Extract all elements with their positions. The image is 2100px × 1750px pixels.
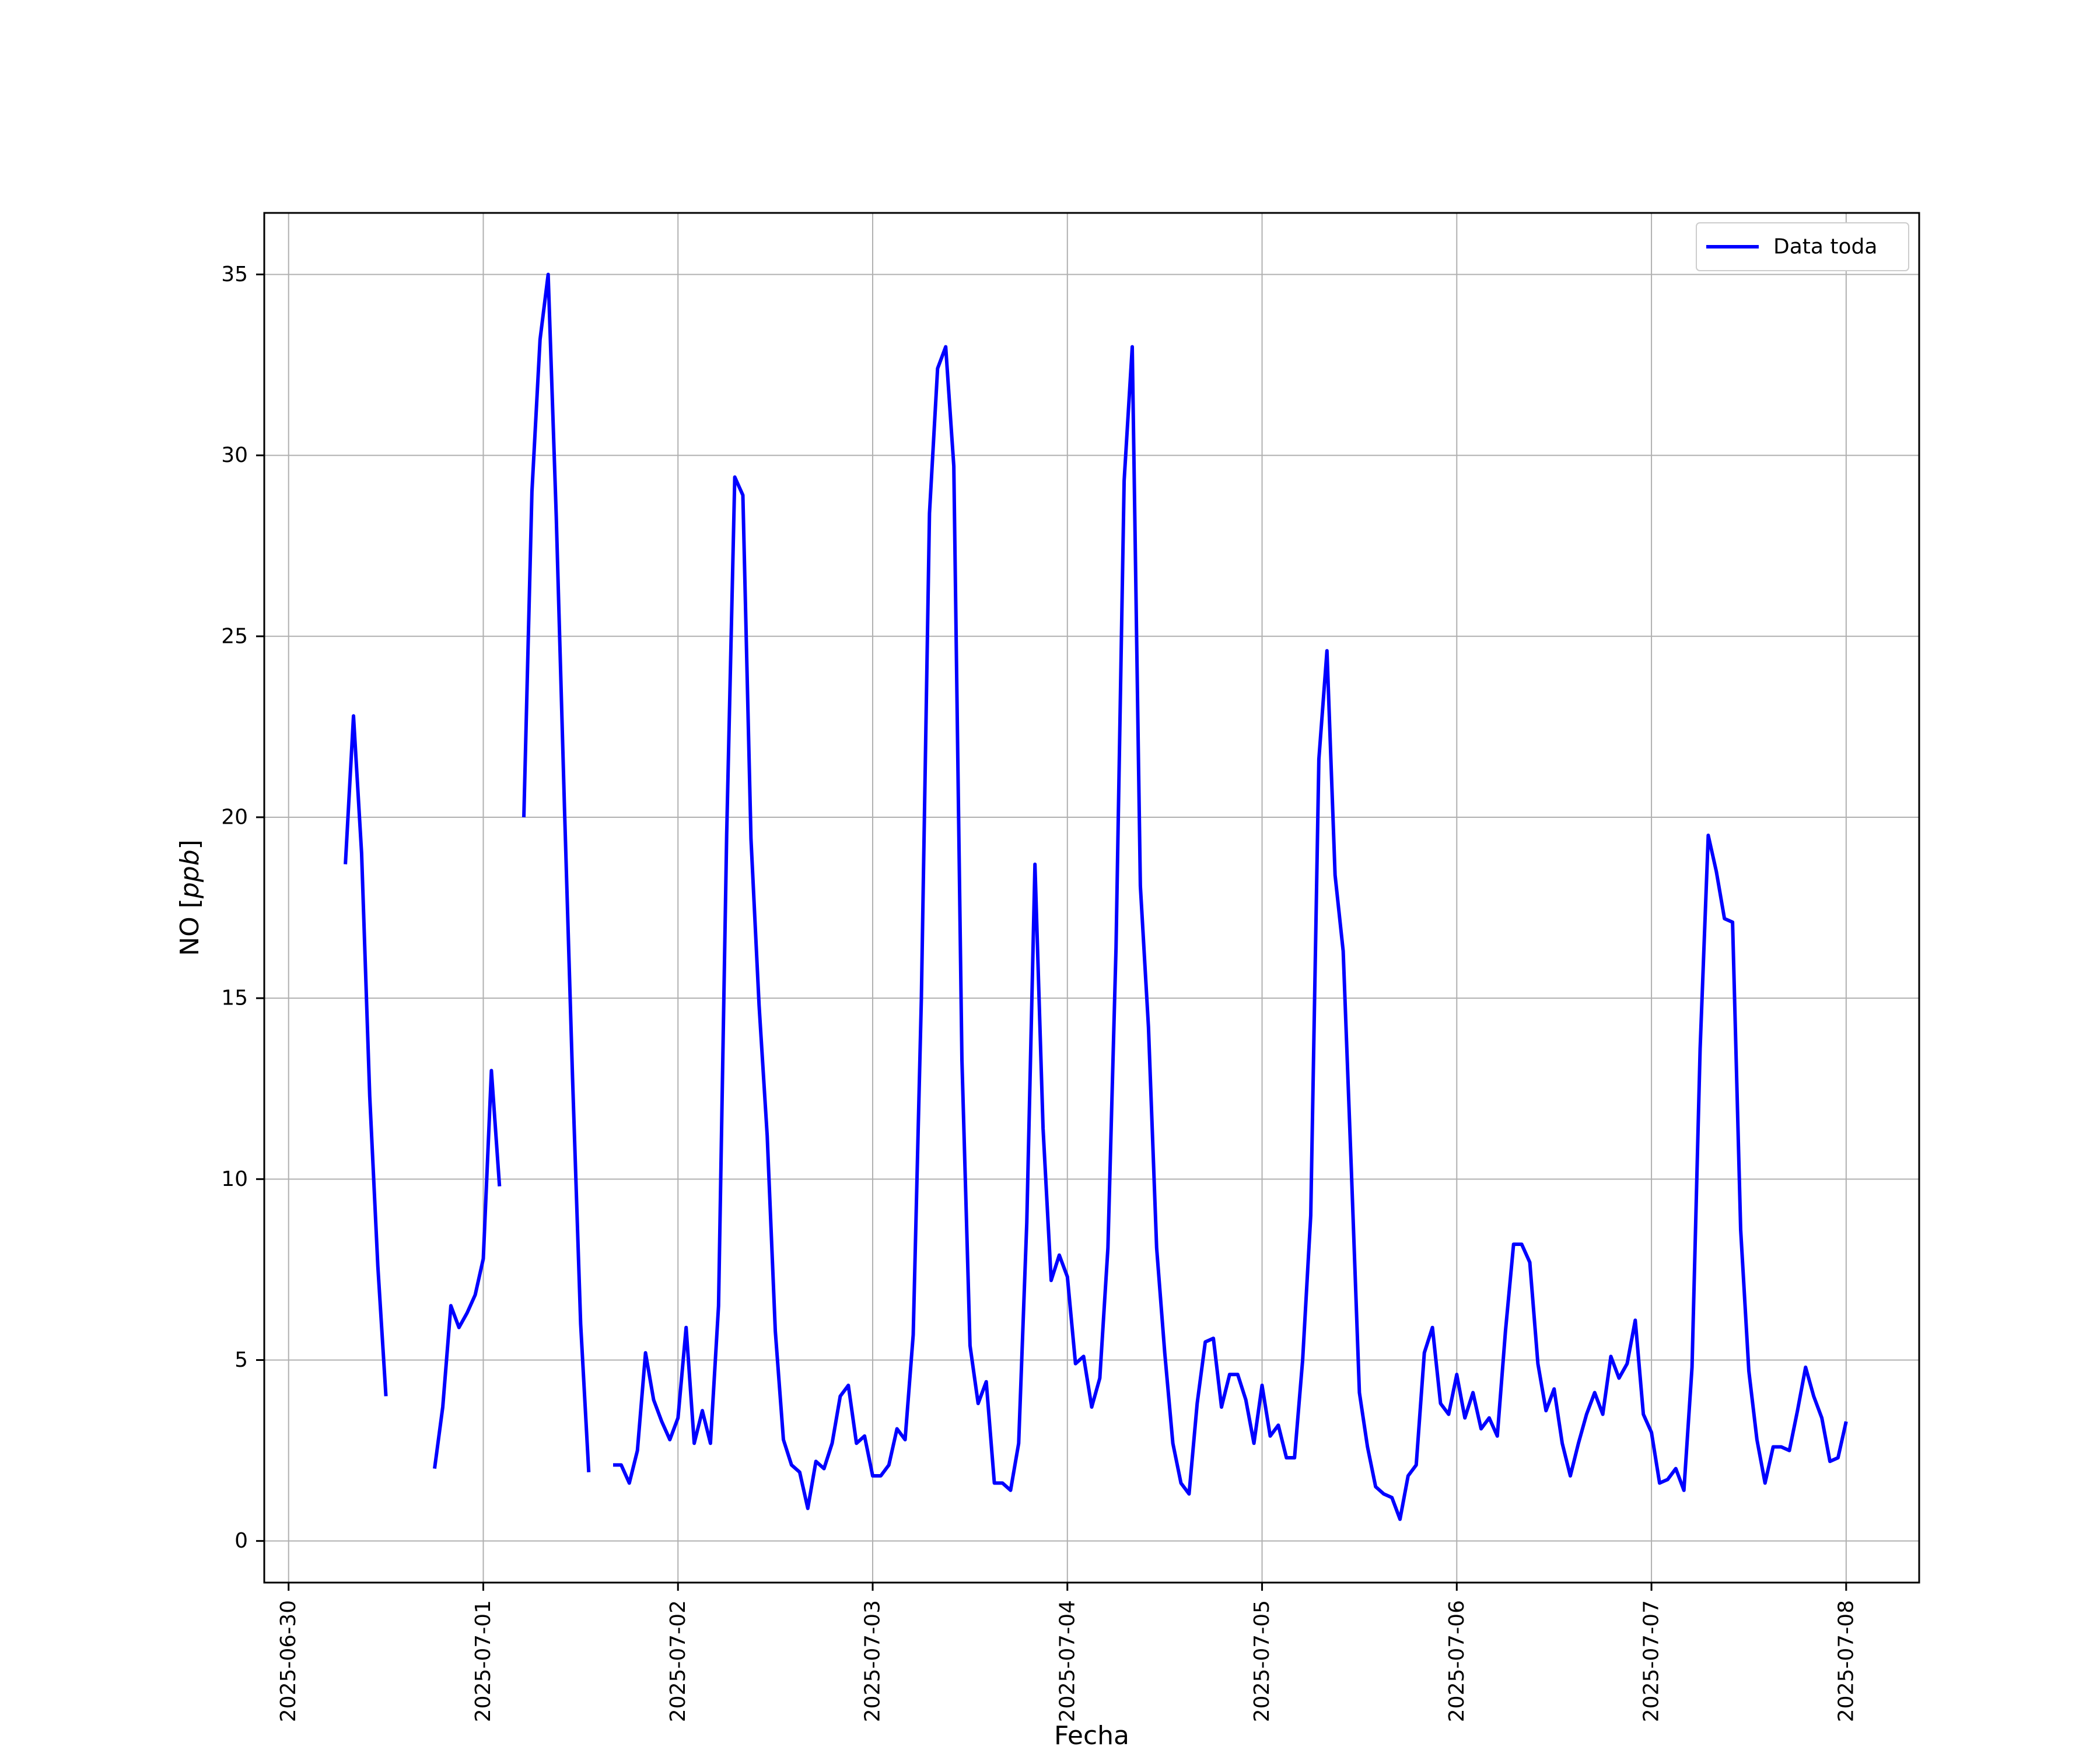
x-tick-label: 2025-07-02: [666, 1600, 690, 1722]
plot-frame: [263, 212, 1920, 1584]
x-tick-label: 2025-06-30: [276, 1600, 300, 1722]
legend-label: Data toda: [1773, 235, 1877, 259]
y-tick-label: 0: [235, 1529, 248, 1553]
x-tick-label: 2025-07-04: [1055, 1600, 1079, 1722]
series-line-segment: [344, 714, 388, 1396]
x-tick-label: 2025-07-01: [471, 1600, 495, 1722]
y-axis-label-suffix: ]: [175, 839, 205, 849]
series-line-segment: [433, 1069, 502, 1469]
grid-lines: [264, 213, 1919, 1583]
x-tick-label: 2025-07-03: [861, 1600, 885, 1722]
x-tick-label: 2025-07-05: [1250, 1600, 1274, 1722]
x-tick-label: 2025-07-07: [1640, 1600, 1664, 1722]
y-tick-label: 5: [235, 1348, 248, 1372]
x-axis-label: Fecha: [1054, 1721, 1129, 1750]
y-tick-label: 30: [221, 443, 248, 467]
x-tick-label: 2025-07-06: [1445, 1600, 1469, 1722]
y-tick-label: 35: [221, 262, 248, 286]
series-line-segment: [522, 272, 591, 1472]
series-line-segment: [613, 345, 1848, 1521]
legend: Data toda: [1696, 222, 1909, 271]
x-tick-label: 2025-07-08: [1834, 1600, 1858, 1722]
y-tick-label: 20: [221, 805, 248, 829]
y-tick-label: 10: [221, 1167, 248, 1191]
y-axis-label: NO [ppb]: [175, 839, 205, 956]
y-tick-label: 15: [221, 986, 248, 1010]
y-tick-label: 25: [221, 624, 248, 648]
y-axis-label-prefix: NO [: [175, 898, 205, 956]
series-lines: [344, 272, 1848, 1521]
y-axis-ticks: 0 5 10 15 20 25 30 35: [221, 262, 264, 1553]
x-axis-ticks: 2025-06-30 2025-07-01 2025-07-02 2025-07-03…: [276, 1583, 1858, 1722]
legend-box: [1696, 222, 1909, 271]
y-axis-label-unit: ppb: [175, 849, 205, 899]
